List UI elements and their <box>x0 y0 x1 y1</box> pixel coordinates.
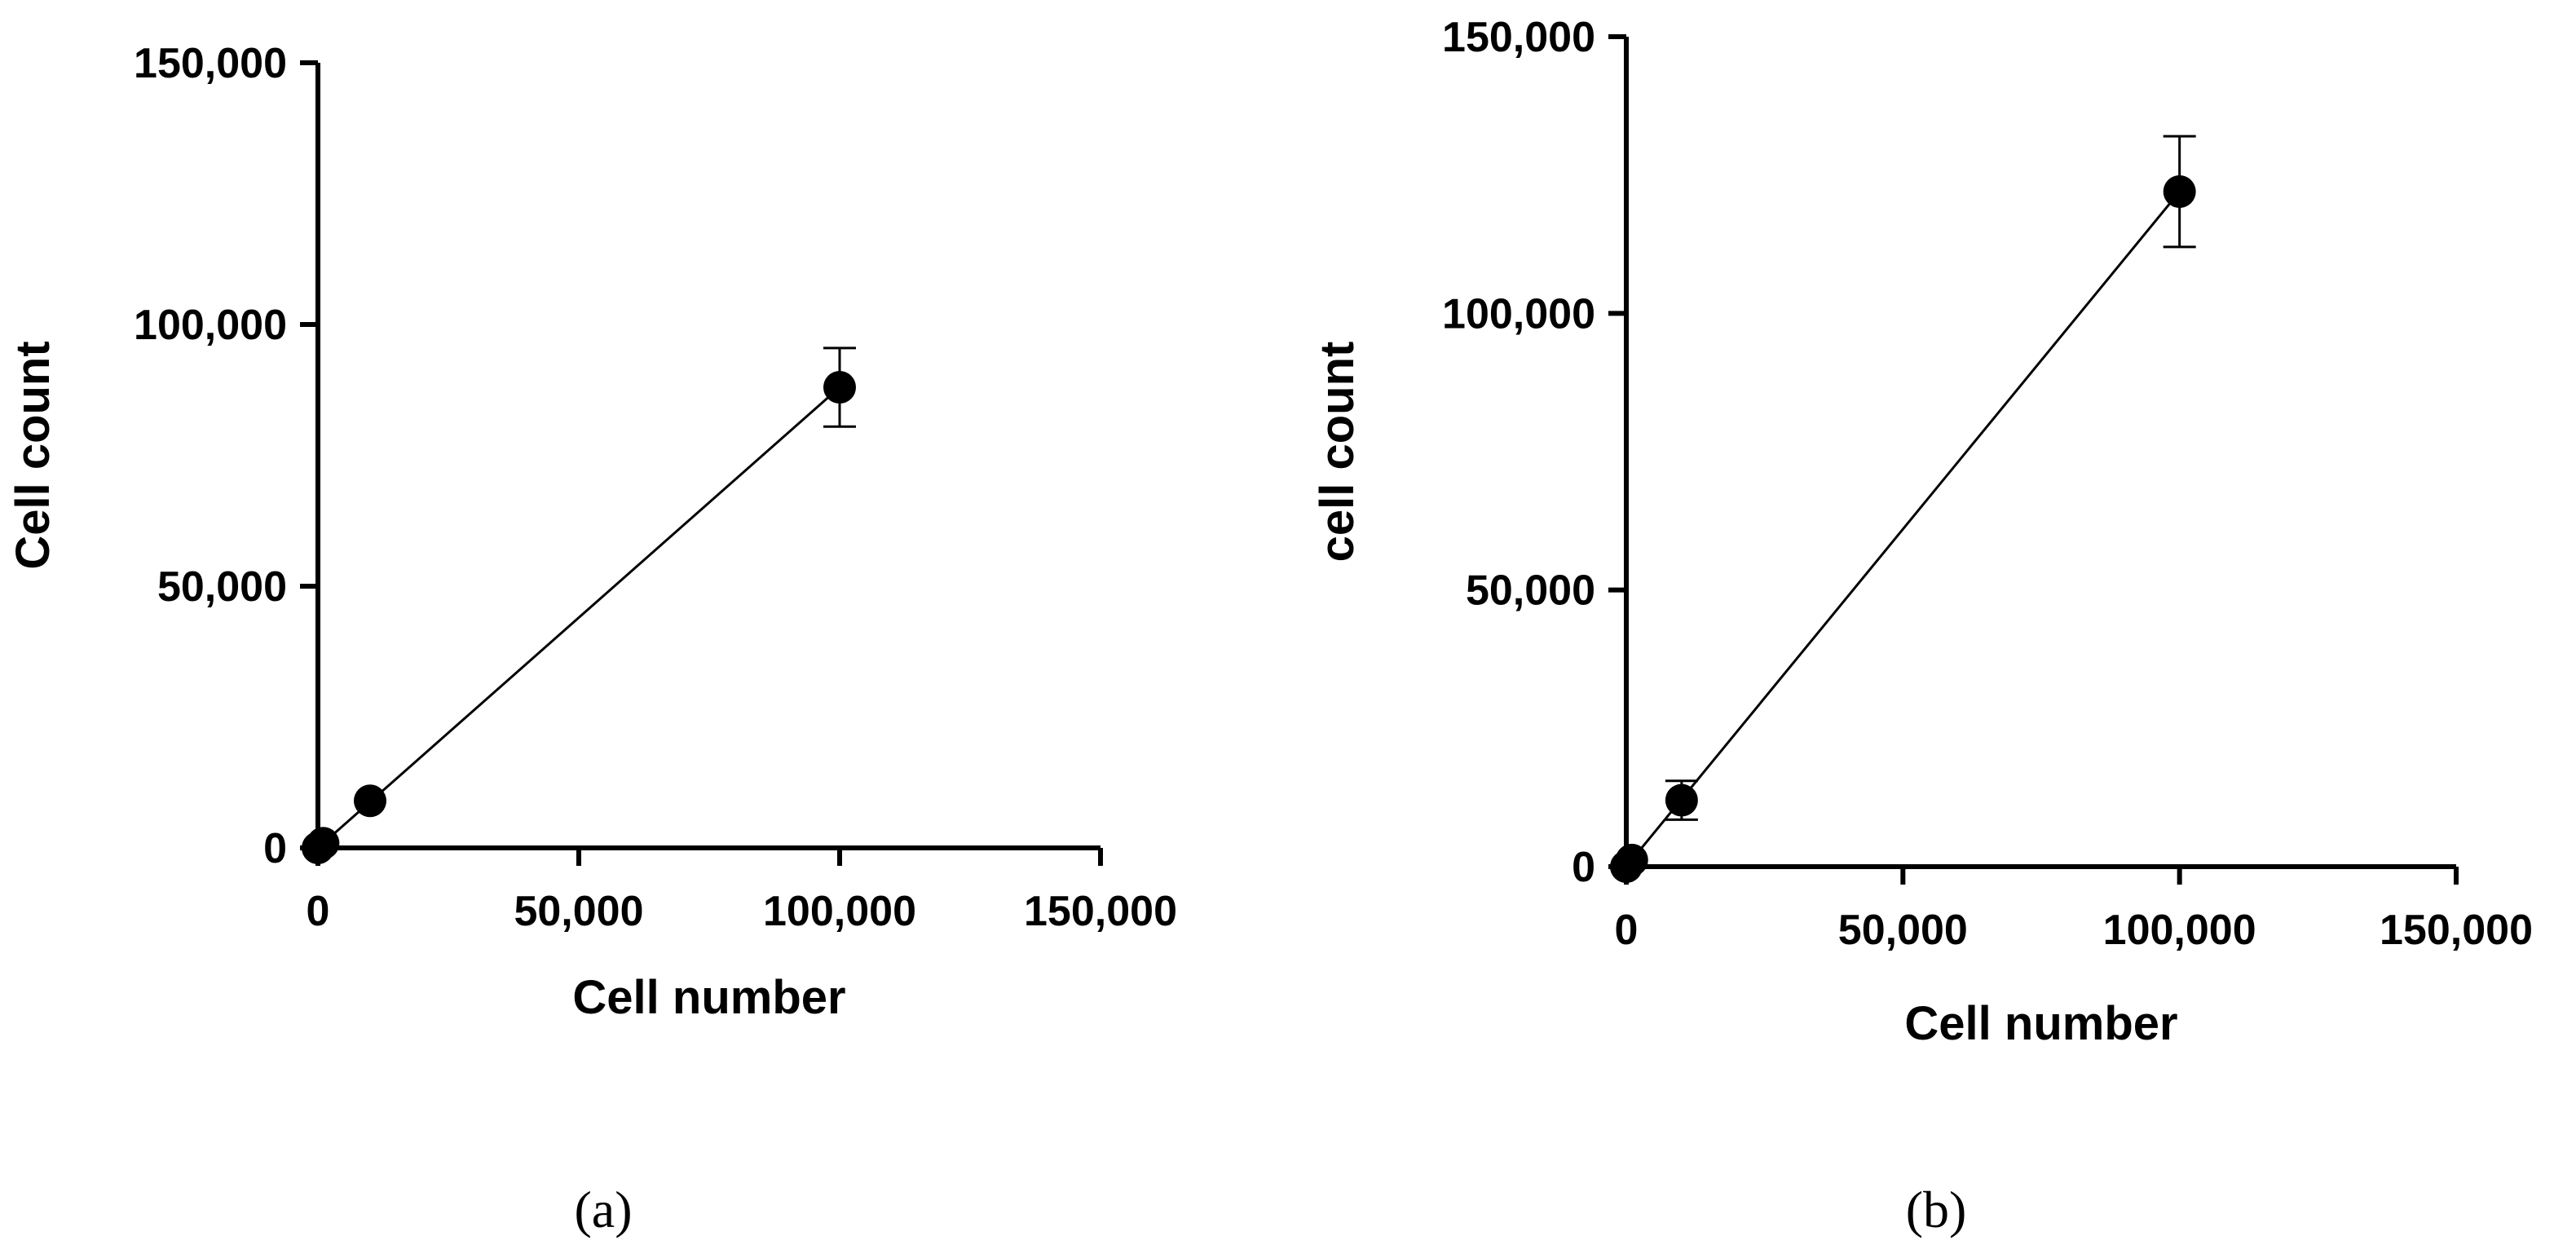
panel-a-y-axis-title: Cell count <box>7 341 60 569</box>
panel-a-label: (a) <box>574 1181 632 1238</box>
panel-b-fit-line <box>1625 191 2181 867</box>
panel-b-data-point <box>2163 175 2196 209</box>
panel-b-y-tick-label: 100,000 <box>1442 290 1595 338</box>
panel-a-data-point <box>354 784 386 818</box>
panel-a-y-tick-label: 100,000 <box>134 302 287 349</box>
panel-b-y-tick-label: 0 <box>1572 844 1595 891</box>
panel-a-y-tick-label: 0 <box>263 825 287 872</box>
panel-b-x-axis-title: Cell number <box>1904 997 2177 1050</box>
panel-b-x-tick-label: 100,000 <box>2103 907 2256 954</box>
panel-b-x-tick-label: 50,000 <box>1838 907 1968 954</box>
panel-b-data-point <box>1615 843 1648 876</box>
panel-b-y-tick-label: 50,000 <box>1466 567 1595 615</box>
panel-b-x-tick-label: 0 <box>1615 907 1639 954</box>
panel-a-x-tick-label: 0 <box>307 888 330 935</box>
panel-b-y-tick-label: 150,000 <box>1442 14 1595 61</box>
panel-a-fit-line <box>317 386 840 850</box>
panel-b-x-tick-label: 150,000 <box>2380 907 2533 954</box>
panel-a-x-tick-label: 50,000 <box>514 888 643 935</box>
panel-a-data-point <box>307 827 340 860</box>
panel-a-y-tick-label: 50,000 <box>157 563 287 611</box>
panel-a: 0 50,000 100,000 150,000 0 50,000 100,000 150,0… <box>7 40 1177 1024</box>
panel-b-label: (b) <box>1906 1181 1967 1238</box>
panel-b: 0 50,000 100,000 150,000 0 50,000 100,000 150,0… <box>1311 14 2533 1050</box>
panel-a-x-tick-label: 150,000 <box>1024 888 1177 935</box>
panel-b-data-point <box>1665 783 1698 817</box>
panel-a-x-axis-title: Cell number <box>572 971 845 1024</box>
panel-a-x-tick-label: 100,000 <box>763 888 916 935</box>
panel-b-y-axis-title: cell count <box>1311 342 1364 563</box>
panel-a-data-point <box>823 371 856 404</box>
panel-a-y-tick-label: 150,000 <box>134 40 287 87</box>
